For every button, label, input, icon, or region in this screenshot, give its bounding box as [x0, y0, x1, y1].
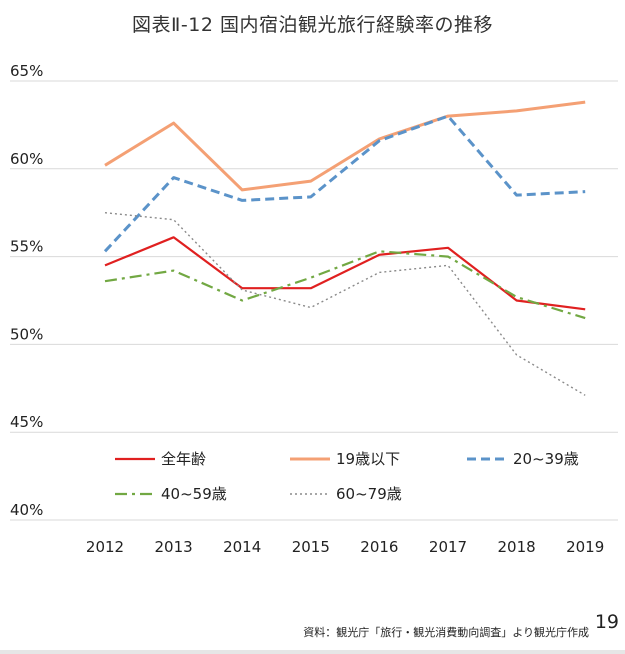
x-tick-label: 2019 — [566, 538, 604, 556]
chart-title: 図表Ⅱ-12 国内宿泊観光旅行経験率の推移 — [132, 14, 493, 36]
y-tick-label: 50% — [10, 325, 43, 343]
x-tick-label: 2012 — [86, 538, 124, 556]
y-tick-label: 40% — [10, 501, 43, 519]
x-tick-label: 2016 — [360, 538, 398, 556]
series-line — [104, 100, 586, 192]
series-line — [104, 212, 586, 396]
legend-label: 40~59歳 — [161, 485, 227, 503]
page-number: 19 — [594, 611, 619, 633]
footer-bar — [0, 650, 625, 654]
x-tick-label: 2015 — [292, 538, 330, 556]
x-tick-label: 2014 — [223, 538, 261, 556]
source-note: 資料：観光庁「旅行・観光消費動向調査」より観光庁作成 — [303, 626, 589, 639]
legend-label: 20~39歳 — [513, 450, 579, 468]
y-tick-label: 45% — [10, 413, 43, 431]
x-tick-label: 2013 — [155, 538, 193, 556]
y-tick-label: 55% — [10, 238, 43, 256]
series-line — [104, 236, 586, 311]
x-tick-label: 2017 — [429, 538, 467, 556]
legend-label: 19歳以下 — [336, 450, 400, 468]
series-line — [104, 250, 586, 320]
y-tick-label: 65% — [10, 62, 43, 80]
legend-label: 全年齢 — [161, 450, 206, 468]
y-tick-label: 60% — [10, 150, 43, 168]
x-tick-label: 2018 — [498, 538, 536, 556]
series-line — [103, 114, 586, 253]
legend-label: 60~79歳 — [336, 485, 402, 503]
